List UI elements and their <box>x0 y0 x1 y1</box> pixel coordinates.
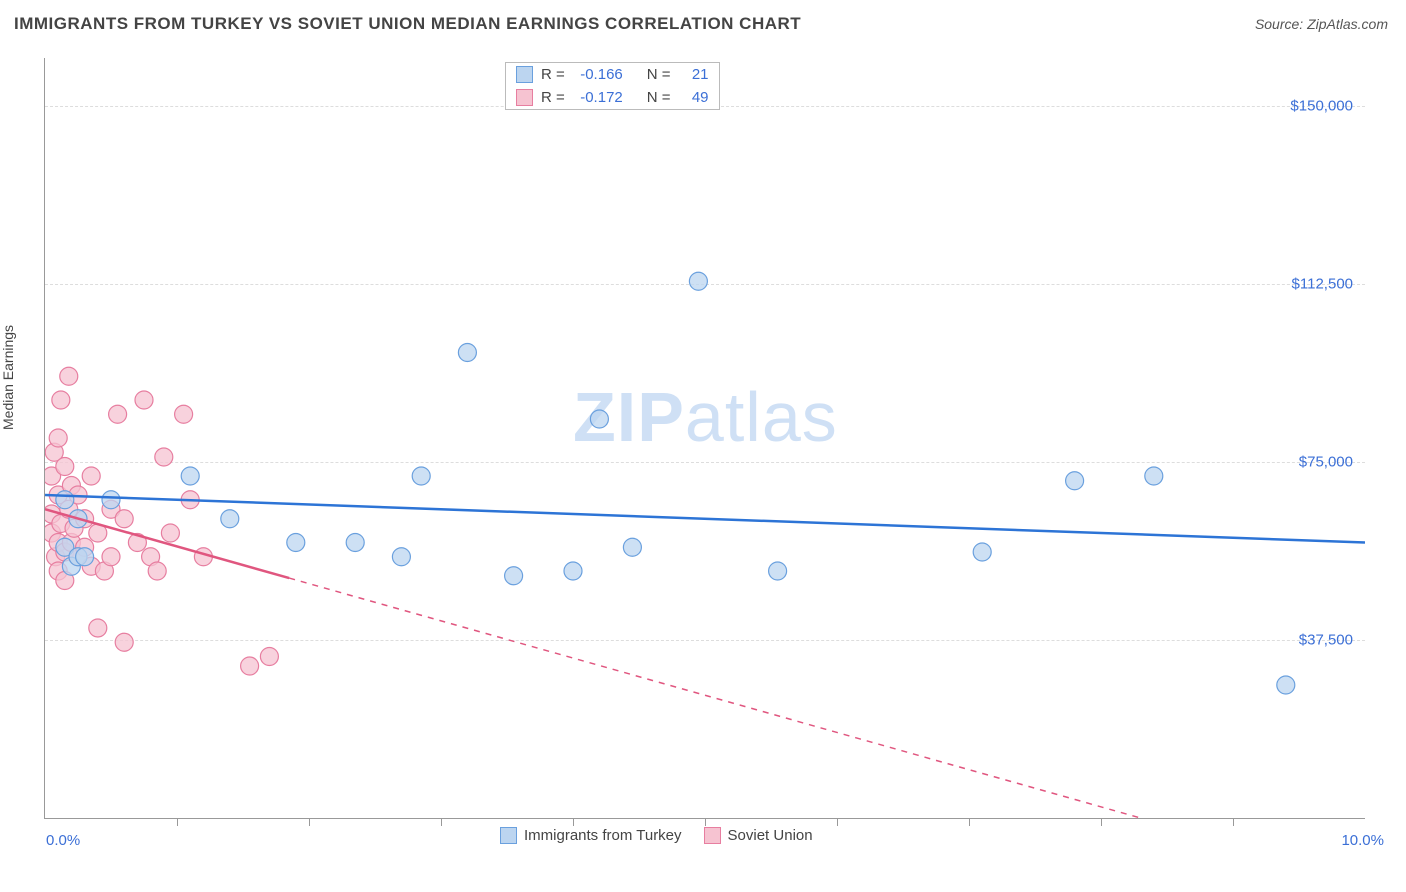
scatter-point <box>115 633 133 651</box>
y-axis-label: Median Earnings <box>0 325 16 430</box>
scatter-point <box>221 510 239 528</box>
scatter-svg <box>45 58 1365 818</box>
scatter-point <box>564 562 582 580</box>
scatter-point <box>458 344 476 362</box>
scatter-point <box>89 619 107 637</box>
scatter-point <box>287 534 305 552</box>
x-tick <box>1101 818 1102 826</box>
scatter-point <box>175 405 193 423</box>
scatter-point <box>623 538 641 556</box>
scatter-point <box>82 467 100 485</box>
source-citation: Source: ZipAtlas.com <box>1255 16 1388 32</box>
legend-swatch <box>500 827 517 844</box>
scatter-point <box>135 391 153 409</box>
scatter-point <box>109 405 127 423</box>
x-tick <box>573 818 574 826</box>
scatter-point <box>181 467 199 485</box>
bottom-legend: Immigrants from Turkey Soviet Union <box>500 827 813 844</box>
x-axis-max-label: 10.0% <box>1341 832 1384 849</box>
legend-swatch <box>704 827 721 844</box>
x-tick <box>441 818 442 826</box>
scatter-point <box>505 567 523 585</box>
scatter-point <box>1277 676 1295 694</box>
scatter-point <box>241 657 259 675</box>
plot-area: ZIPatlas R =-0.166N =21R =-0.172N =49 $3… <box>44 58 1365 819</box>
legend-n-label: N = <box>647 66 671 83</box>
scatter-point <box>412 467 430 485</box>
scatter-point <box>60 367 78 385</box>
legend-n-value: 21 <box>679 66 709 83</box>
legend-r-value: -0.172 <box>573 89 623 106</box>
scatter-point <box>590 410 608 428</box>
bottom-legend-label: Immigrants from Turkey <box>524 827 682 844</box>
chart-title: IMMIGRANTS FROM TURKEY VS SOVIET UNION M… <box>14 14 801 34</box>
scatter-point <box>1145 467 1163 485</box>
scatter-point <box>346 534 364 552</box>
scatter-point <box>161 524 179 542</box>
legend-r-label: R = <box>541 89 565 106</box>
x-tick <box>705 818 706 826</box>
scatter-point <box>155 448 173 466</box>
x-tick <box>1233 818 1234 826</box>
scatter-point <box>973 543 991 561</box>
legend-stats-row: R = -0.172 N = 49 <box>506 86 719 109</box>
x-tick <box>969 818 970 826</box>
scatter-point <box>56 458 74 476</box>
scatter-point <box>115 510 133 528</box>
bottom-legend-label: Soviet Union <box>728 827 813 844</box>
scatter-point <box>102 491 120 509</box>
x-axis-min-label: 0.0% <box>46 832 80 849</box>
scatter-point <box>392 548 410 566</box>
x-tick <box>309 818 310 826</box>
scatter-point <box>148 562 166 580</box>
legend-swatch <box>516 66 533 83</box>
scatter-point <box>102 548 120 566</box>
bottom-legend-item: Soviet Union <box>704 827 813 844</box>
x-tick <box>837 818 838 826</box>
legend-n-value: 49 <box>679 89 709 106</box>
x-tick <box>177 818 178 826</box>
scatter-point <box>76 548 94 566</box>
legend-r-value: -0.166 <box>573 66 623 83</box>
scatter-point <box>260 648 278 666</box>
legend-stats-row: R = -0.166 N = 21 <box>506 63 719 86</box>
legend-stats-box: R = -0.166 N = 21 R = -0.172 N = 49 <box>505 62 720 110</box>
legend-r-label: R = <box>541 66 565 83</box>
scatter-point <box>49 429 67 447</box>
scatter-point <box>56 491 74 509</box>
scatter-point <box>52 391 70 409</box>
scatter-point <box>1066 472 1084 490</box>
scatter-point <box>769 562 787 580</box>
scatter-point <box>689 272 707 290</box>
bottom-legend-item: Immigrants from Turkey <box>500 827 682 844</box>
legend-swatch <box>516 89 533 106</box>
legend-n-label: N = <box>647 89 671 106</box>
trend-line <box>45 495 1365 543</box>
trend-line-dashed <box>289 578 1140 818</box>
